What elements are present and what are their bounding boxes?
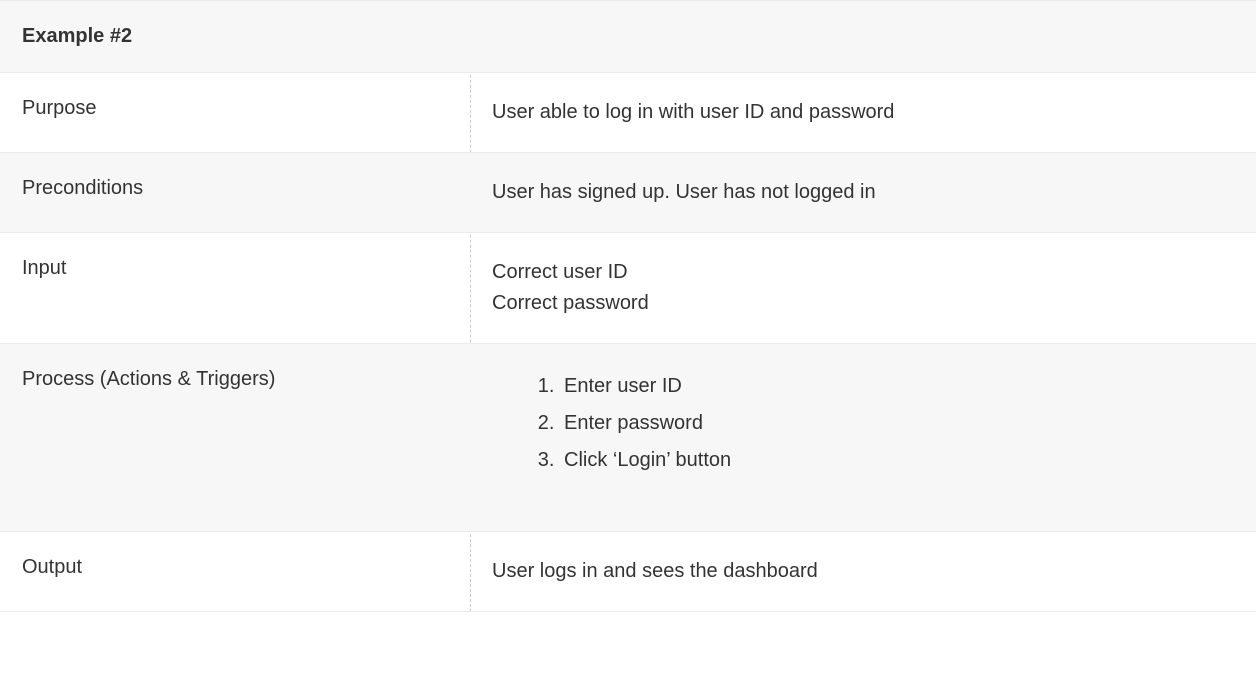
process-step: Enter password <box>560 405 1234 442</box>
row-label-preconditions: Preconditions <box>0 153 470 232</box>
row-value-output: User logs in and sees the dashboard <box>470 532 1256 611</box>
table-row: Process (Actions & Triggers) Enter user … <box>0 344 1256 532</box>
row-label-output: Output <box>0 532 470 611</box>
table-row: Preconditions User has signed up. User h… <box>0 153 1256 233</box>
process-step: Enter user ID <box>560 368 1234 405</box>
table-row: Output User logs in and sees the dashboa… <box>0 532 1256 612</box>
row-value-process: Enter user ID Enter password Click ‘Logi… <box>470 344 1256 531</box>
table-header-value <box>470 1 1256 72</box>
process-list: Enter user ID Enter password Click ‘Logi… <box>492 368 1234 479</box>
process-step: Click ‘Login’ button <box>560 442 1234 479</box>
table-row: Purpose User able to log in with user ID… <box>0 73 1256 153</box>
table-header-label: Example #2 <box>0 1 470 72</box>
row-label-process: Process (Actions & Triggers) <box>0 344 470 531</box>
row-value-preconditions: User has signed up. User has not logged … <box>470 153 1256 232</box>
table-row: Input Correct user ID Correct password <box>0 233 1256 344</box>
row-value-input: Correct user ID Correct password <box>470 233 1256 343</box>
row-label-input: Input <box>0 233 470 343</box>
row-label-purpose: Purpose <box>0 73 470 152</box>
example-table: Example #2 Purpose User able to log in w… <box>0 0 1256 612</box>
table-header-row: Example #2 <box>0 0 1256 73</box>
row-value-purpose: User able to log in with user ID and pas… <box>470 73 1256 152</box>
